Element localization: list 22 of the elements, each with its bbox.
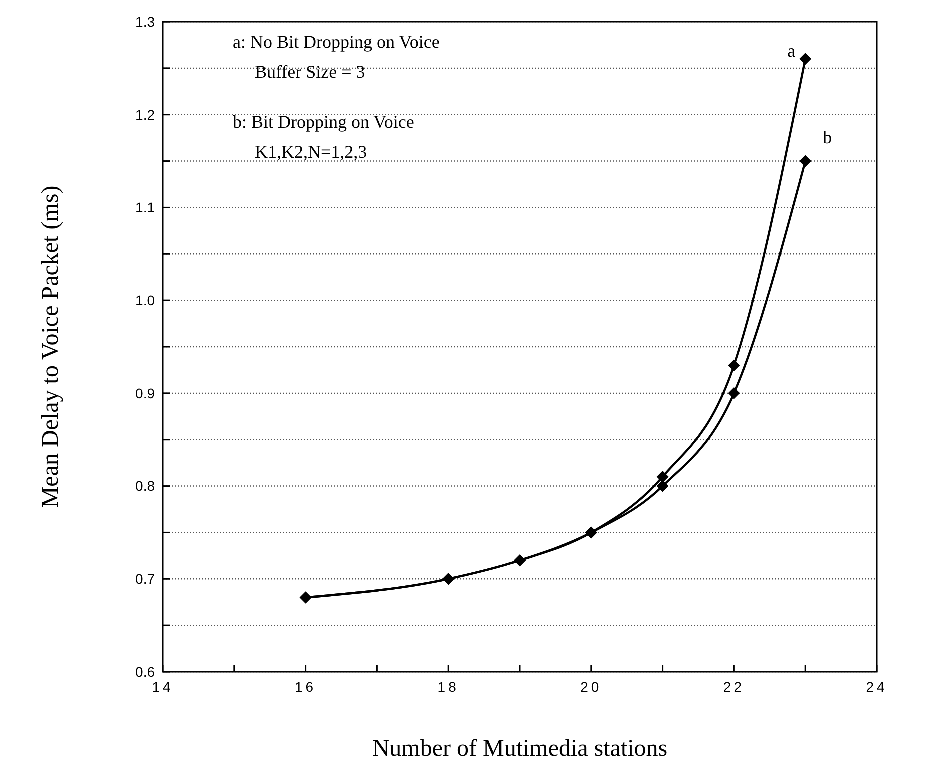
y-tick-label: 0.6 <box>136 664 156 680</box>
annotation: K1,K2,N=1,2,3 <box>255 142 368 162</box>
x-tick-label: 24 <box>866 679 888 695</box>
y-tick-label: 1.3 <box>136 14 156 30</box>
annotation: Buffer Size = 3 <box>255 62 366 82</box>
x-tick-label: 20 <box>580 679 602 695</box>
x-axis-title: Number of Mutimedia stations <box>372 736 668 762</box>
x-tick-label: 18 <box>438 679 460 695</box>
x-tick-label: 14 <box>152 679 174 695</box>
series-label: a <box>788 41 796 62</box>
y-tick-label: 0.7 <box>136 571 156 588</box>
y-tick-label: 1.1 <box>136 200 156 216</box>
x-tick-label: 22 <box>723 679 745 695</box>
annotation: b: Bit Dropping on Voice <box>233 112 414 132</box>
x-tick-label: 16 <box>295 679 317 695</box>
y-axis-title: Mean Delay to Voice Packet (ms) <box>38 186 64 508</box>
y-tick-label: 1.2 <box>136 106 156 123</box>
annotation: a: No Bit Dropping on Voice <box>233 32 440 52</box>
y-tick-label: 1.0 <box>136 292 156 308</box>
y-tick-label: 0.9 <box>136 385 156 402</box>
series-label: b <box>823 127 832 148</box>
y-tick-label: 0.8 <box>136 478 156 494</box>
